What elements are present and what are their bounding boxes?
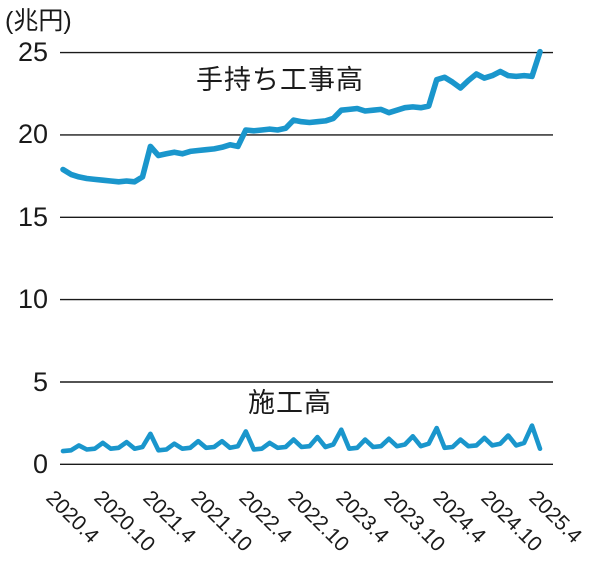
series-line-construction-output: [60, 423, 543, 454]
series-label-order-backlog: 手持ち工事高: [196, 65, 364, 95]
y-tick-label-5: 5: [32, 367, 48, 397]
y-tick-label-25: 25: [17, 37, 48, 67]
series-label-construction-output: 施工高: [248, 388, 332, 418]
y-tick-label-15: 15: [17, 202, 48, 232]
y-axis-unit-label: (兆円): [5, 7, 72, 35]
y-tick-label-10: 10: [17, 284, 48, 314]
series-line-order-backlog: [60, 48, 543, 185]
y-tick-label-0: 0: [32, 449, 48, 479]
y-tick-label-20: 20: [17, 119, 48, 149]
